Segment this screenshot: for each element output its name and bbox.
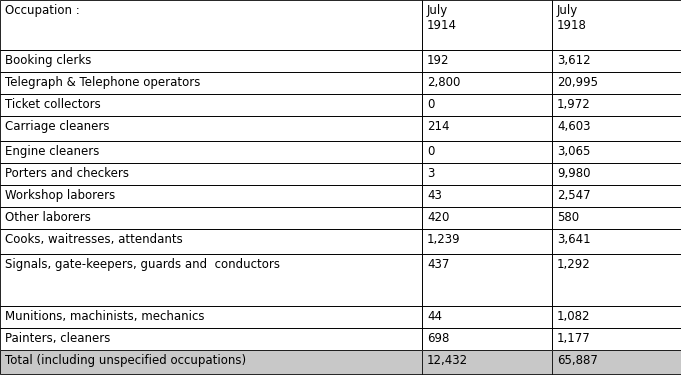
Text: 3,641: 3,641: [557, 233, 590, 246]
Text: 0: 0: [427, 145, 434, 158]
Bar: [422, 163, 552, 185]
Bar: [0, 72, 422, 94]
Text: Cooks, waitresses, attendants: Cooks, waitresses, attendants: [5, 233, 183, 246]
Text: Engine cleaners: Engine cleaners: [5, 145, 99, 158]
Text: Telegraph & Telephone operators: Telegraph & Telephone operators: [5, 76, 200, 89]
Text: 20,995: 20,995: [557, 76, 598, 89]
Bar: [422, 141, 552, 163]
Bar: [552, 50, 681, 72]
Text: Carriage cleaners: Carriage cleaners: [5, 120, 110, 133]
Text: 580: 580: [557, 211, 579, 224]
Text: 4,603: 4,603: [557, 120, 590, 133]
Bar: [0, 141, 422, 163]
Text: 1,292: 1,292: [557, 258, 590, 271]
Bar: [552, 163, 681, 185]
Bar: [0, 229, 422, 254]
Bar: [0, 0, 422, 50]
Text: Munitions, machinists, mechanics: Munitions, machinists, mechanics: [5, 310, 204, 323]
Bar: [422, 328, 552, 350]
Text: 1,082: 1,082: [557, 310, 590, 323]
Bar: [422, 50, 552, 72]
Bar: [552, 94, 681, 116]
Text: 192: 192: [427, 54, 449, 67]
Bar: [0, 254, 422, 306]
Text: Painters, cleaners: Painters, cleaners: [5, 332, 110, 345]
Text: Other laborers: Other laborers: [5, 211, 91, 224]
Text: 43: 43: [427, 189, 442, 202]
Text: 9,980: 9,980: [557, 167, 590, 180]
Bar: [0, 116, 422, 141]
Bar: [422, 185, 552, 207]
Text: 44: 44: [427, 310, 442, 323]
Text: July
1914: July 1914: [427, 4, 457, 32]
Bar: [0, 50, 422, 72]
Text: 3,612: 3,612: [557, 54, 590, 67]
Bar: [422, 116, 552, 141]
Text: 214: 214: [427, 120, 449, 133]
Bar: [552, 72, 681, 94]
Bar: [0, 350, 422, 374]
Text: Occupation :: Occupation :: [5, 4, 80, 17]
Bar: [422, 254, 552, 306]
Text: 420: 420: [427, 211, 449, 224]
Bar: [422, 207, 552, 229]
Text: Signals, gate-keepers, guards and  conductors: Signals, gate-keepers, guards and conduc…: [5, 258, 280, 271]
Text: 1,972: 1,972: [557, 98, 590, 111]
Bar: [552, 141, 681, 163]
Text: 698: 698: [427, 332, 449, 345]
Bar: [0, 163, 422, 185]
Bar: [422, 350, 552, 374]
Text: 437: 437: [427, 258, 449, 271]
Text: 2,800: 2,800: [427, 76, 460, 89]
Bar: [552, 116, 681, 141]
Text: Porters and checkers: Porters and checkers: [5, 167, 129, 180]
Bar: [422, 94, 552, 116]
Text: 3: 3: [427, 167, 434, 180]
Bar: [552, 254, 681, 306]
Bar: [422, 229, 552, 254]
Text: Booking clerks: Booking clerks: [5, 54, 91, 67]
Bar: [422, 0, 552, 50]
Bar: [422, 306, 552, 328]
Text: 0: 0: [427, 98, 434, 111]
Bar: [552, 306, 681, 328]
Bar: [0, 306, 422, 328]
Bar: [422, 72, 552, 94]
Bar: [552, 185, 681, 207]
Bar: [552, 350, 681, 374]
Bar: [552, 0, 681, 50]
Bar: [552, 207, 681, 229]
Text: 1,239: 1,239: [427, 233, 460, 246]
Bar: [552, 328, 681, 350]
Text: July
1918: July 1918: [557, 4, 587, 32]
Text: 1,177: 1,177: [557, 332, 590, 345]
Text: Workshop laborers: Workshop laborers: [5, 189, 115, 202]
Bar: [552, 229, 681, 254]
Text: Ticket collectors: Ticket collectors: [5, 98, 101, 111]
Text: Total (including unspecified occupations): Total (including unspecified occupations…: [5, 354, 246, 367]
Bar: [0, 207, 422, 229]
Bar: [422, 350, 552, 374]
Text: 65,887: 65,887: [557, 354, 598, 367]
Bar: [0, 328, 422, 350]
Bar: [0, 94, 422, 116]
Bar: [0, 185, 422, 207]
Bar: [0, 350, 422, 374]
Text: 3,065: 3,065: [557, 145, 590, 158]
Text: 2,547: 2,547: [557, 189, 590, 202]
Bar: [552, 350, 681, 374]
Text: 12,432: 12,432: [427, 354, 468, 367]
